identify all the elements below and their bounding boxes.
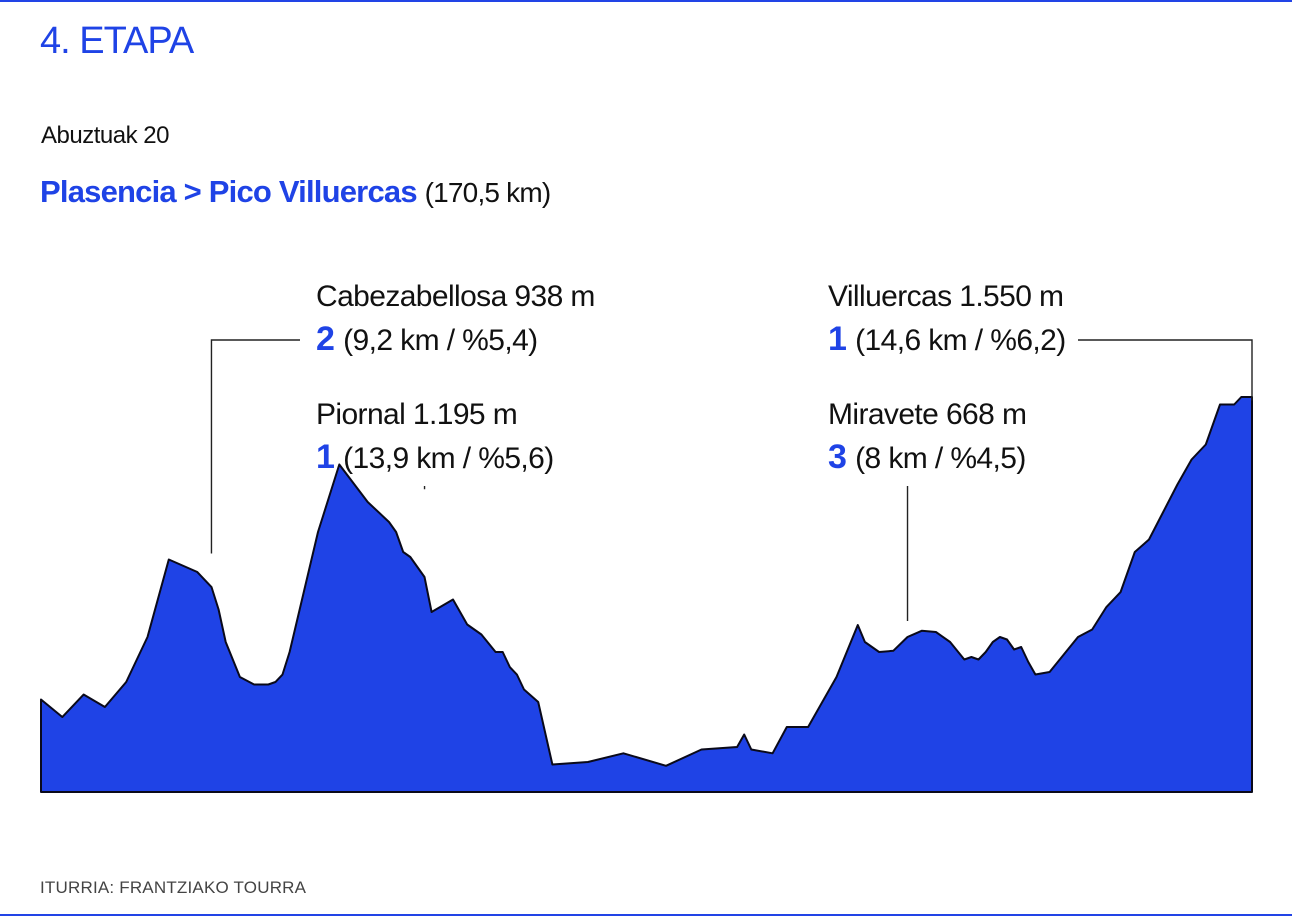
climb-stats-miravete: (8 km / %4,5) — [855, 442, 1026, 475]
climb-category-piornal: 1 — [316, 438, 343, 476]
climb-category-villuercas: 1 — [828, 320, 855, 358]
climb-stats-villuercas: (14,6 km / %6,2) — [855, 324, 1065, 357]
climb-detail-piornal: 1 (13,9 km / %5,6) — [316, 438, 554, 476]
bottom-rule — [0, 914, 1292, 916]
stage-date: Abuztuak 20 — [41, 122, 169, 149]
source-credit: ITURRIA: FRANTZIAKO TOURRA — [40, 878, 307, 897]
stage-title: 4. ETAPA — [40, 20, 194, 62]
climb-detail-miravete: 3 (8 km / %4,5) — [828, 438, 1026, 476]
climb-name-villuercas: Villuercas 1.550 m — [828, 280, 1063, 313]
top-rule — [0, 0, 1292, 2]
climb-detail-villuercas: 1 (14,6 km / %6,2) — [828, 320, 1066, 358]
stage-route: Plasencia > Pico Villuercas (170,5 km) — [40, 174, 552, 210]
climb-stats-cabezabellosa: (9,2 km / %5,4) — [343, 324, 537, 357]
climb-category-miravete: 3 — [828, 438, 855, 476]
climb-stats-piornal: (13,9 km / %5,6) — [343, 442, 553, 475]
climb-category-cabezabellosa: 2 — [316, 320, 343, 358]
leader-line-villuercas — [1078, 339, 1253, 401]
climb-detail-cabezabellosa: 2 (9,2 km / %5,4) — [316, 320, 538, 358]
route-name: Plasencia > Pico Villuercas — [40, 174, 418, 209]
elevation-area — [40, 396, 1253, 793]
leader-line-cabezabellosa — [210, 339, 300, 554]
climb-name-piornal: Piornal 1.195 m — [316, 398, 517, 431]
climb-name-miravete: Miravete 668 m — [828, 398, 1026, 431]
climb-name-cabezabellosa: Cabezabellosa 938 m — [316, 280, 595, 313]
route-distance: (170,5 km) — [424, 177, 552, 208]
